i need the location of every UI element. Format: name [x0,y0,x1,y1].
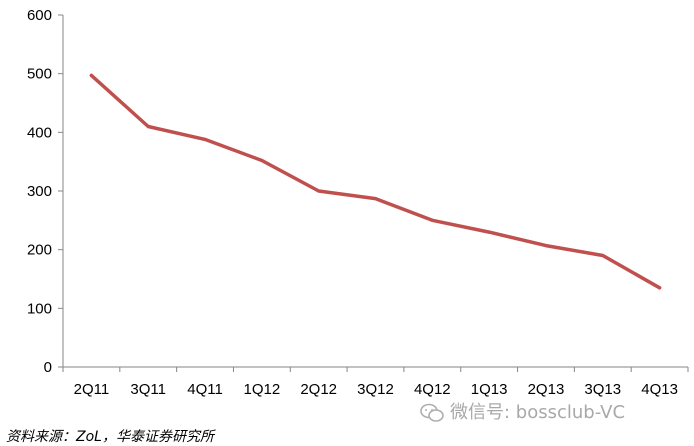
chart-axes [62,15,688,368]
wechat-icon [420,403,444,422]
data-point [430,218,434,222]
y-tick-label: 300 [27,183,52,200]
x-tick-label: 3Q11 [130,381,166,398]
data-point [260,158,264,163]
data-point [657,286,662,290]
data-point [373,197,378,201]
x-tick-label: 3Q13 [584,381,621,398]
x-tick-label: 1Q13 [471,381,508,398]
y-tick-label: 200 [27,242,52,259]
data-point [203,137,207,141]
x-tick-label: 2Q13 [528,381,565,398]
data-point [317,189,321,193]
x-tick-label: 4Q13 [641,381,678,398]
series-line [89,73,662,290]
data-point [601,253,605,258]
x-axis-ticks: 2Q11 3Q11 4Q11 1Q12 2Q12 3Q12 4Q12 1Q13 2Q13 3Q13… [62,367,689,398]
series-lines [89,73,662,290]
x-tick-label: 3Q12 [357,381,394,398]
y-tick-label: 600 [27,7,52,24]
x-tick-label: 1Q12 [244,381,281,398]
source-note: 资料来源：ZoL，华泰证券研究所 [6,429,214,445]
x-tick-label: 2Q11 [74,381,110,398]
y-tick-label: 100 [27,300,52,317]
watermark: 微信号: bossclub-VC [420,398,625,424]
y-tick-label: 500 [27,66,52,83]
watermark-text: 微信号: bossclub-VC [450,402,626,423]
x-tick-label: 2Q12 [300,381,337,398]
x-tick-label: 4Q11 [187,381,223,398]
data-point [487,230,491,234]
y-tick-label: 0 [44,359,52,376]
y-tick-label: 400 [27,124,52,141]
y-axis-ticks: 0 100 200 300 400 500 600 [27,7,63,376]
data-point [544,243,548,248]
x-tick-label: 4Q12 [414,381,451,398]
data-point [89,73,94,78]
data-point [146,124,150,129]
